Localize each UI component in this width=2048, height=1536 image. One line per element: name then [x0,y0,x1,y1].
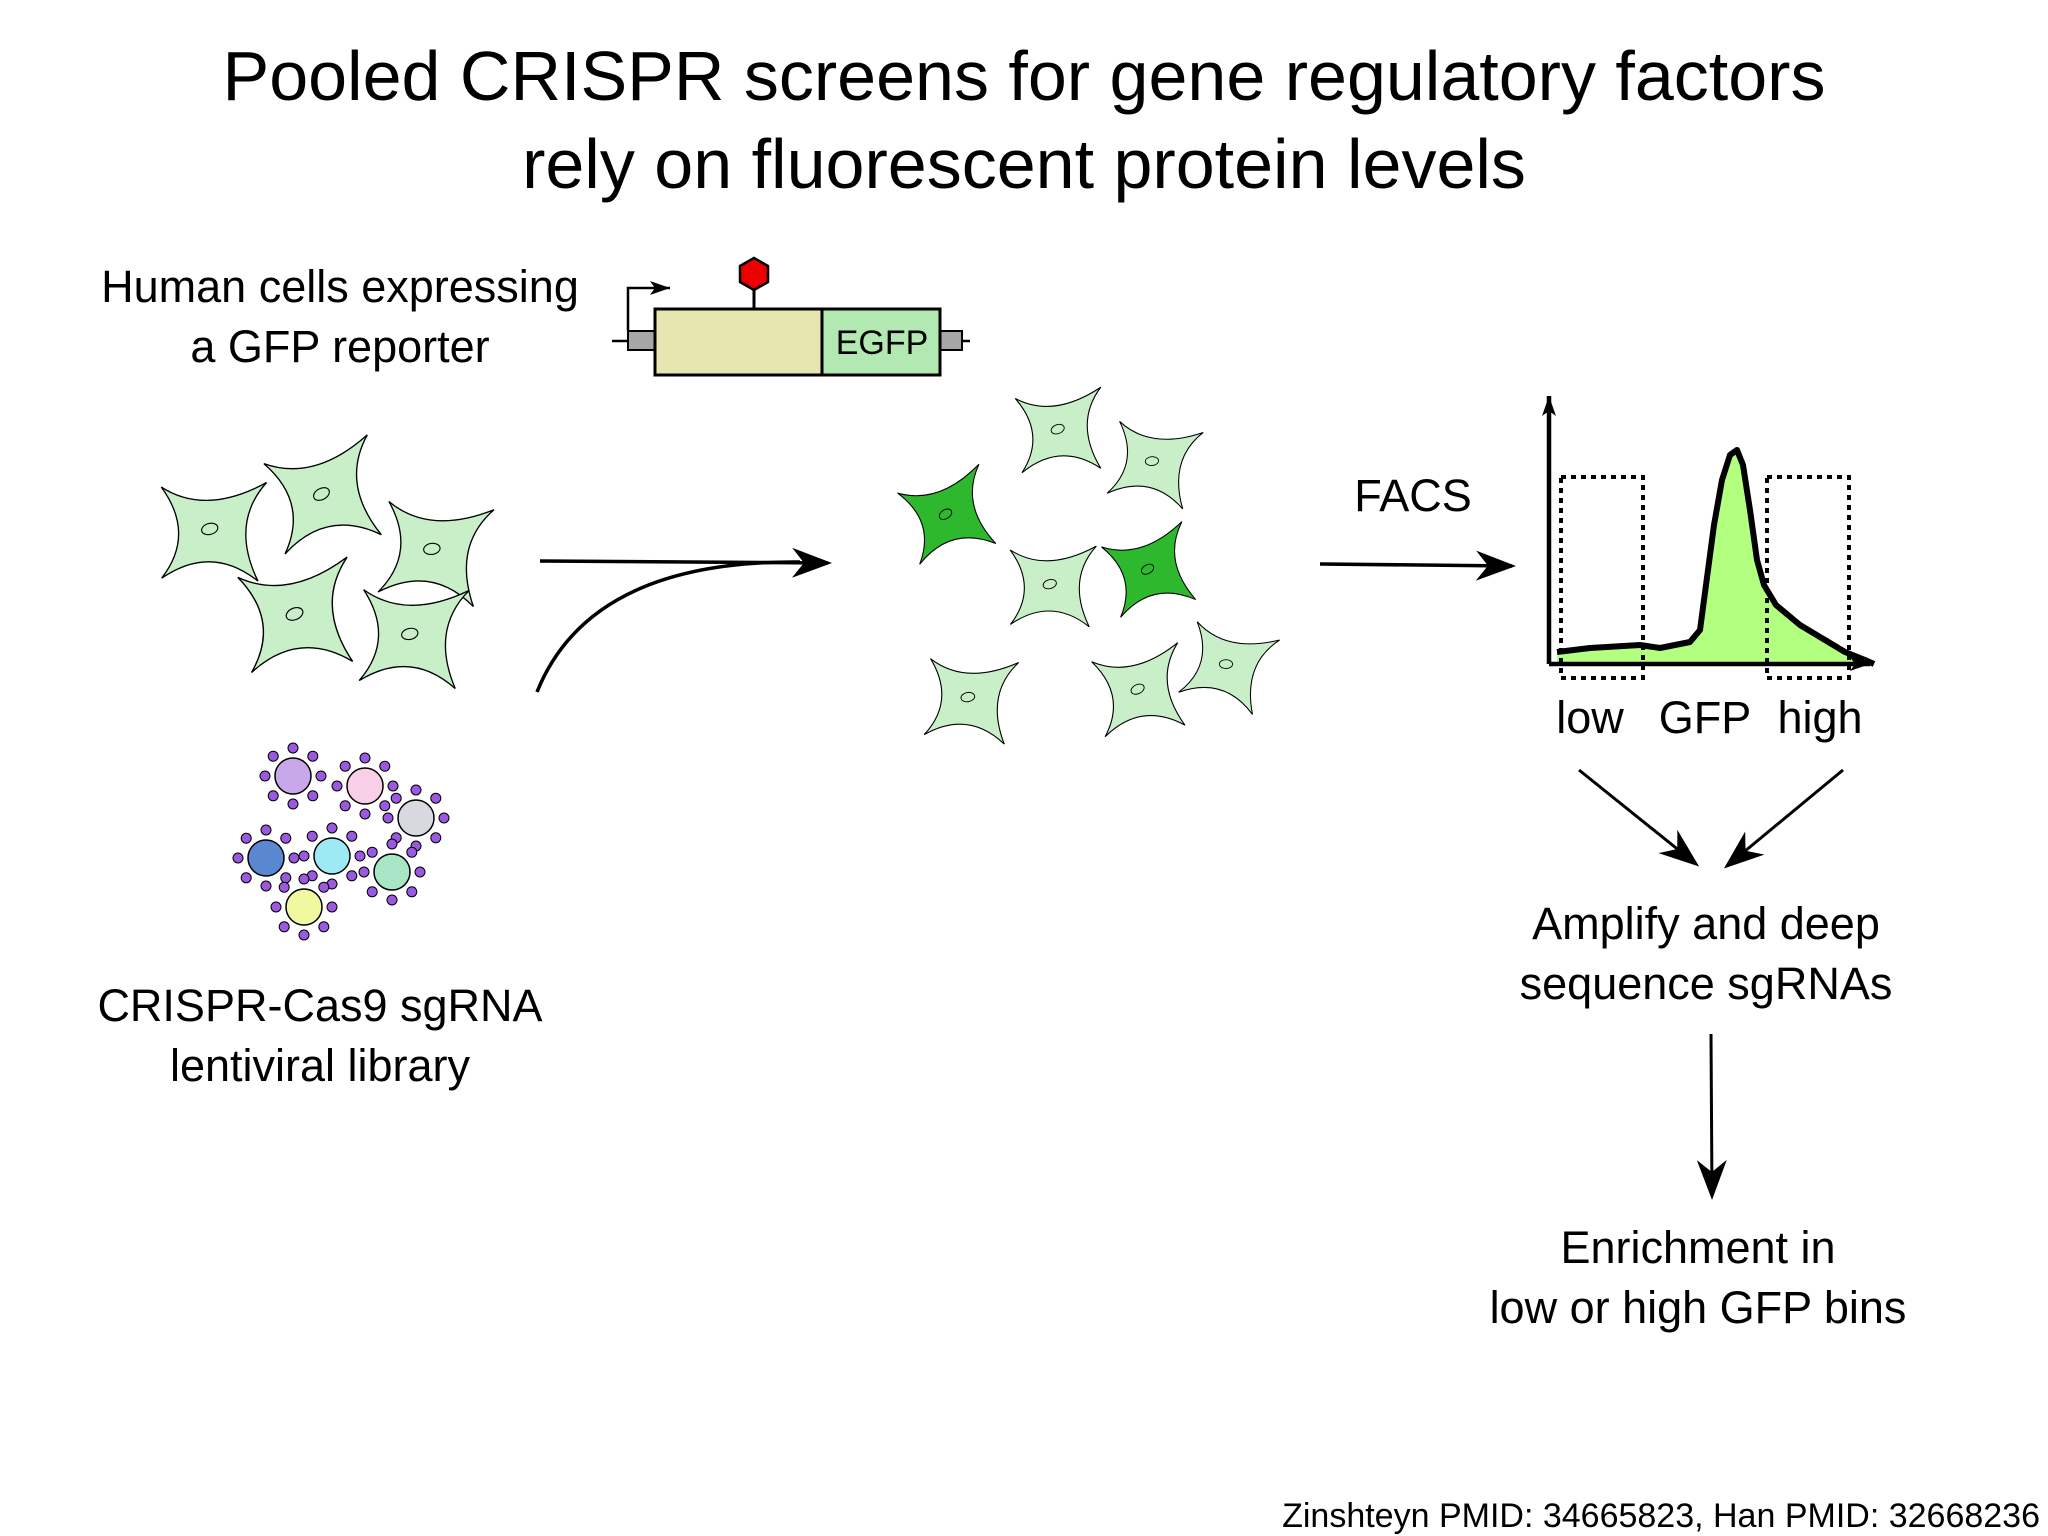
egfp-label: EGFP [835,324,929,362]
low-gate [1559,475,1645,680]
citation: Zinshteyn PMID: 34665823, Han PMID: 3266… [1282,1497,2040,1535]
gfp-cell [261,434,383,556]
sequencing-label-line-2: sequence sgRNAs [1519,958,1893,1009]
gfp-cell [1014,386,1102,474]
gfp-cell [916,646,1020,750]
enrichment-arrow [1696,1033,1727,1200]
gfp-cell [350,575,470,695]
sequencing-label-line-1: Amplify and deep [1532,898,1880,949]
low-bin-arrow [1578,768,1700,867]
cells-after [894,386,1281,750]
facs-arrow [1319,550,1516,581]
library-label-line-2: lentiviral library [169,1040,471,1091]
gfp-axis-label: GFP [1658,692,1752,743]
enrichment-label-line-1: Enrichment in [1560,1222,1836,1273]
gfp-cell [152,472,268,588]
lentivirus-particle [298,822,366,890]
library-label-line-1: CRISPR-Cas9 sgRNA [97,980,543,1031]
title-line-1: Pooled CRISPR screens for gene regulator… [222,37,1826,115]
dark-gfp-cell [1099,521,1197,619]
high-gate [1765,475,1851,680]
gfp-cell [1090,642,1186,738]
gfp-cell [369,487,495,613]
lentivirus-particle [259,742,327,810]
facs-label: FACS [1354,470,1472,521]
lentivirus-particle [270,873,338,941]
sgrna-library-viruses [232,742,450,941]
high-bin-label: high [1777,692,1863,743]
cells-label-line-1: Human cells expressing [101,261,579,312]
title-line-2: rely on fluorescent protein levels [522,125,1526,203]
cells-label-line-2: a GFP reporter [190,321,490,372]
gfp-reporter-construct [612,256,970,377]
merge-arrow [535,547,832,693]
lentivirus-particle [358,838,426,906]
enrichment-label-line-2: low or high GFP bins [1489,1282,1907,1333]
dark-gfp-cell [894,463,998,567]
gfp-histogram [1542,396,1876,680]
gfp-cell [1003,538,1097,632]
gfp-cell [1100,410,1204,514]
lentivirus-particle [331,752,399,820]
cells-before [152,434,495,695]
gfp-cell [1171,610,1281,720]
high-bin-arrow [1723,768,1844,869]
lentivirus-particle [232,824,300,892]
lentivirus-particle [382,784,450,852]
low-bin-label: low [1556,692,1624,743]
